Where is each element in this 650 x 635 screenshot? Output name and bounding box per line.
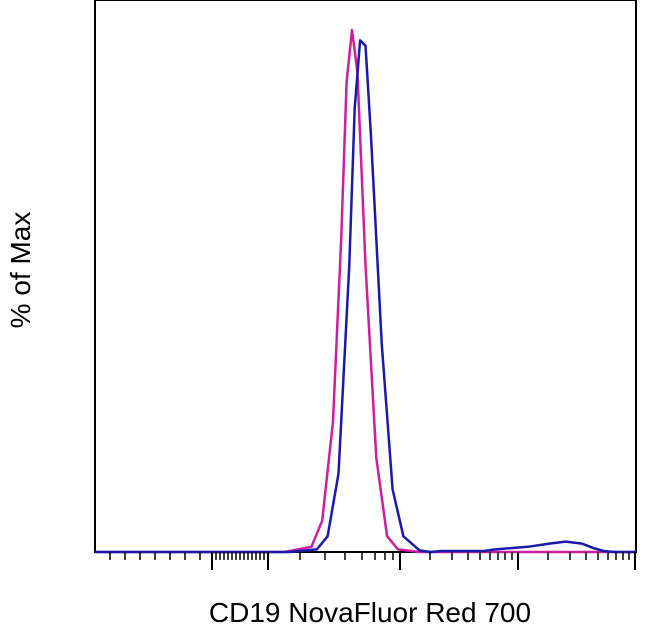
x-axis-ticks <box>109 552 636 570</box>
histogram-series-1 <box>95 28 636 554</box>
histogram-series-2 <box>95 39 636 554</box>
series-layer <box>95 28 636 554</box>
x-axis-label: CD19 NovaFluor Red 700 <box>209 597 531 628</box>
y-axis-label: % of Max <box>5 212 36 329</box>
